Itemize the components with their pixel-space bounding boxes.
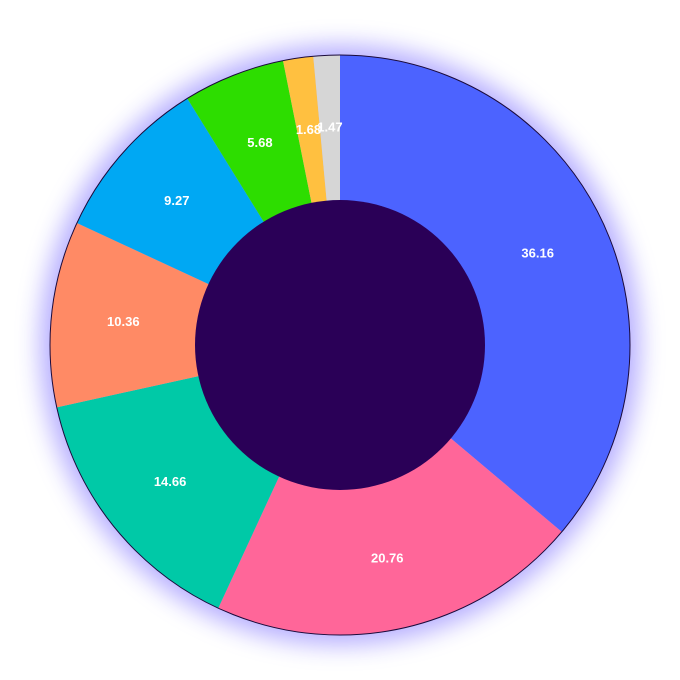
pie-slice <box>340 55 631 532</box>
slice-value-label: 1.68 <box>296 122 321 137</box>
slice-value-label: 20.76 <box>371 550 404 565</box>
slice-value-label: 10.36 <box>107 314 140 329</box>
pie-slice <box>218 345 562 635</box>
donut-hole <box>195 200 485 490</box>
chart-outline <box>49 54 631 636</box>
slice-value-label: 14.66 <box>154 474 187 489</box>
pie-slice <box>49 223 340 408</box>
slice-value-label: 36.16 <box>521 246 554 261</box>
slice-value-label: 9.27 <box>164 193 189 208</box>
slice-value-label: 1.47 <box>317 120 342 135</box>
labels-group: 36.16 20.76 14.66 10.36 9.27 5.68 1.681.47 <box>107 120 554 566</box>
slice-value-label: 5.68 <box>247 135 272 150</box>
